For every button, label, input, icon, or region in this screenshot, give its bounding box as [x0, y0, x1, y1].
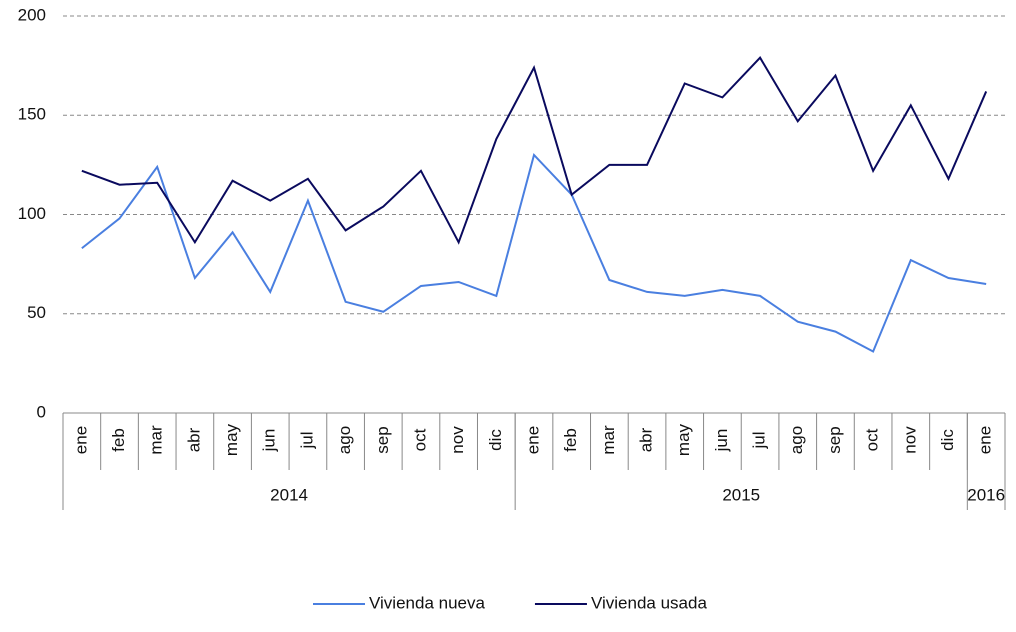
x-group-label: 2014 [270, 485, 308, 504]
x-tick-label: sep [825, 426, 844, 453]
x-tick-label: dic [486, 429, 505, 451]
x-tick-label: nov [448, 426, 467, 454]
series-line [81, 56, 988, 245]
x-tick-label: oct [410, 428, 429, 451]
x-tick-label: sep [373, 426, 392, 453]
x-tick-label: ene [523, 426, 542, 454]
x-tick-label: ene [976, 426, 995, 454]
y-tick-label: 100 [18, 204, 46, 223]
y-tick-label: 0 [37, 402, 46, 421]
x-tick-label: jun [712, 429, 731, 453]
x-tick-label: feb [109, 428, 128, 452]
x-tick-label: jun [260, 429, 279, 453]
x-tick-label: abr [637, 427, 656, 452]
y-tick-label: 50 [27, 303, 46, 322]
x-tick-label: may [222, 423, 241, 456]
x-tick-label: mar [599, 425, 618, 455]
x-tick-label: jul [750, 431, 769, 449]
x-tick-label: nov [900, 426, 919, 454]
x-tick-label: may [674, 423, 693, 456]
series-line [81, 152, 987, 353]
x-tick-label: abr [184, 427, 203, 452]
x-tick-label: dic [938, 429, 957, 451]
legend-label: Vivienda nueva [369, 593, 485, 612]
x-tick-label: ago [787, 426, 806, 454]
x-tick-label: jul [297, 431, 316, 449]
legend-label: Vivienda usada [591, 593, 707, 612]
x-tick-label: ago [335, 426, 354, 454]
x-tick-label: feb [561, 428, 580, 452]
y-tick-label: 150 [18, 105, 46, 124]
x-tick-label: oct [863, 428, 882, 451]
y-tick-label: 200 [18, 5, 46, 24]
x-tick-label: ene [71, 426, 90, 454]
x-group-label: 2016 [967, 485, 1005, 504]
x-group-label: 2015 [722, 485, 760, 504]
x-tick-label: mar [147, 425, 166, 455]
